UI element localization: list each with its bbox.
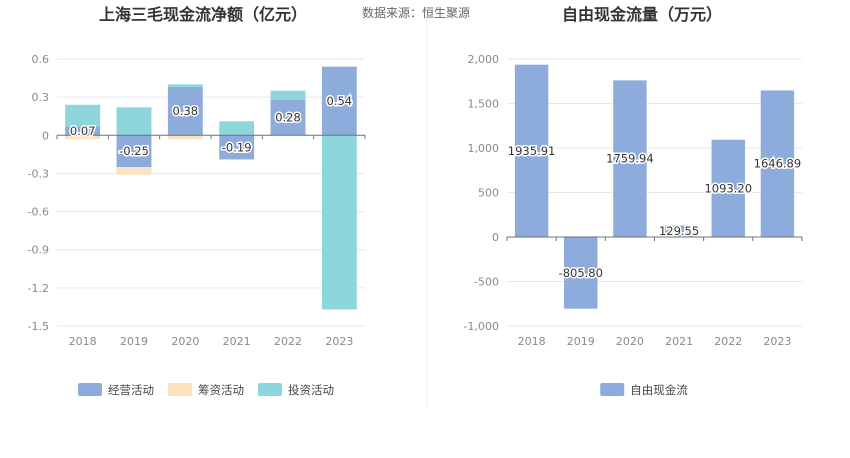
bar-经营活动-2020 [167,86,203,136]
legend-label: 自由现金流 [630,383,688,397]
x-tick-label: 2020 [616,335,644,348]
data-source-note: 数据来源：恒生聚源 [362,5,470,20]
bar-自由现金流-2018 [514,64,549,237]
bar-自由现金流-2019 [564,237,598,309]
y-tick-label: -0.6 [28,206,49,219]
y-tick-label: -0.3 [28,167,49,180]
bar-经营活动-2019 [116,135,152,168]
bar-筹资活动-2018 [65,135,101,140]
y-tick-label: -1.5 [28,320,49,333]
y-tick-label: 0 [42,129,49,142]
x-tick-label: 2023 [763,335,791,348]
bar-投资活动-2022 [270,90,306,100]
x-tick-label: 2018 [69,335,97,348]
bar-经营活动-2022 [270,99,306,136]
bar-筹资活动-2020 [167,135,203,140]
x-tick-label: 2018 [518,335,546,348]
bar-经营活动-2021 [219,135,255,160]
data-label: -0.19 [222,140,252,154]
bar-筹资活动-2019 [116,167,152,175]
bar-自由现金流-2022 [711,139,745,237]
bar-投资活动-2020 [167,84,203,87]
y-tick-label: 1,000 [468,142,500,155]
legend-swatch-投资活动 [258,383,282,396]
y-tick-label: -1,000 [464,320,499,333]
y-tick-label: -500 [474,276,499,289]
data-label: 0.38 [173,104,199,118]
bar-投资活动-2019 [116,107,152,136]
left-chart-plot: 0.6 0.3 0 -0.3 -0.6 -0.9 -1.2 -1.5 2018 2019 2020 2… [28,53,366,397]
x-tick-label: 2022 [274,335,302,348]
y-tick-label: 1,500 [468,98,500,111]
data-label: 1646.89 [754,157,802,171]
data-label: -805.80 [559,266,603,280]
x-tick-label: 2021 [665,335,693,348]
x-tick-label: 2021 [223,335,251,348]
y-tick-label: -0.9 [28,244,49,257]
bar-自由现金流-2023 [760,90,795,237]
bar-自由现金流-2020 [613,80,647,237]
right-chart-title: 自由现金流量（万元） [562,5,722,24]
data-label: 0.28 [275,110,301,124]
x-tick-label: 2019 [567,335,595,348]
y-tick-label: 0 [492,231,499,244]
bar-投资活动-2021 [219,121,255,136]
y-tick-label: 0.3 [32,91,50,104]
legend-swatch-自由现金流 [600,383,625,396]
right-chart-plot: 2,000 1,500 1,000 500 0 -500 -1,000 2018 2019 202… [464,53,803,397]
legend-swatch-经营活动 [78,383,102,396]
y-tick-label: 2,000 [468,53,500,66]
bar-经营活动-2018 [65,126,101,136]
data-label: 1759.94 [606,152,654,166]
x-tick-label: 2019 [120,335,148,348]
x-tick-label: 2023 [325,335,353,348]
y-tick-label: -1.2 [28,282,49,295]
data-label: 0.07 [70,124,96,138]
bar-经营活动-2023 [321,66,357,136]
y-tick-label: 500 [478,187,499,200]
left-chart-title: 上海三毛现金流净额（亿元） [99,5,307,24]
x-tick-label: 2020 [171,335,199,348]
data-label: 1093.20 [704,181,752,195]
data-label: 1935.91 [508,144,556,158]
data-label: -0.25 [119,144,149,158]
bar-投资活动-2018 [65,104,101,127]
legend-label: 筹资活动 [198,383,244,397]
y-tick-label: 0.6 [32,53,50,66]
legend-swatch-筹资活动 [168,383,192,396]
legend-label: 投资活动 [288,383,334,397]
data-label: 0.54 [327,94,353,108]
data-label: 129.55 [659,224,699,238]
legend-label: 经营活动 [108,383,154,397]
x-tick-label: 2022 [714,335,742,348]
bar-投资活动-2023 [321,135,357,310]
bar-自由现金流-2021 [662,225,696,237]
